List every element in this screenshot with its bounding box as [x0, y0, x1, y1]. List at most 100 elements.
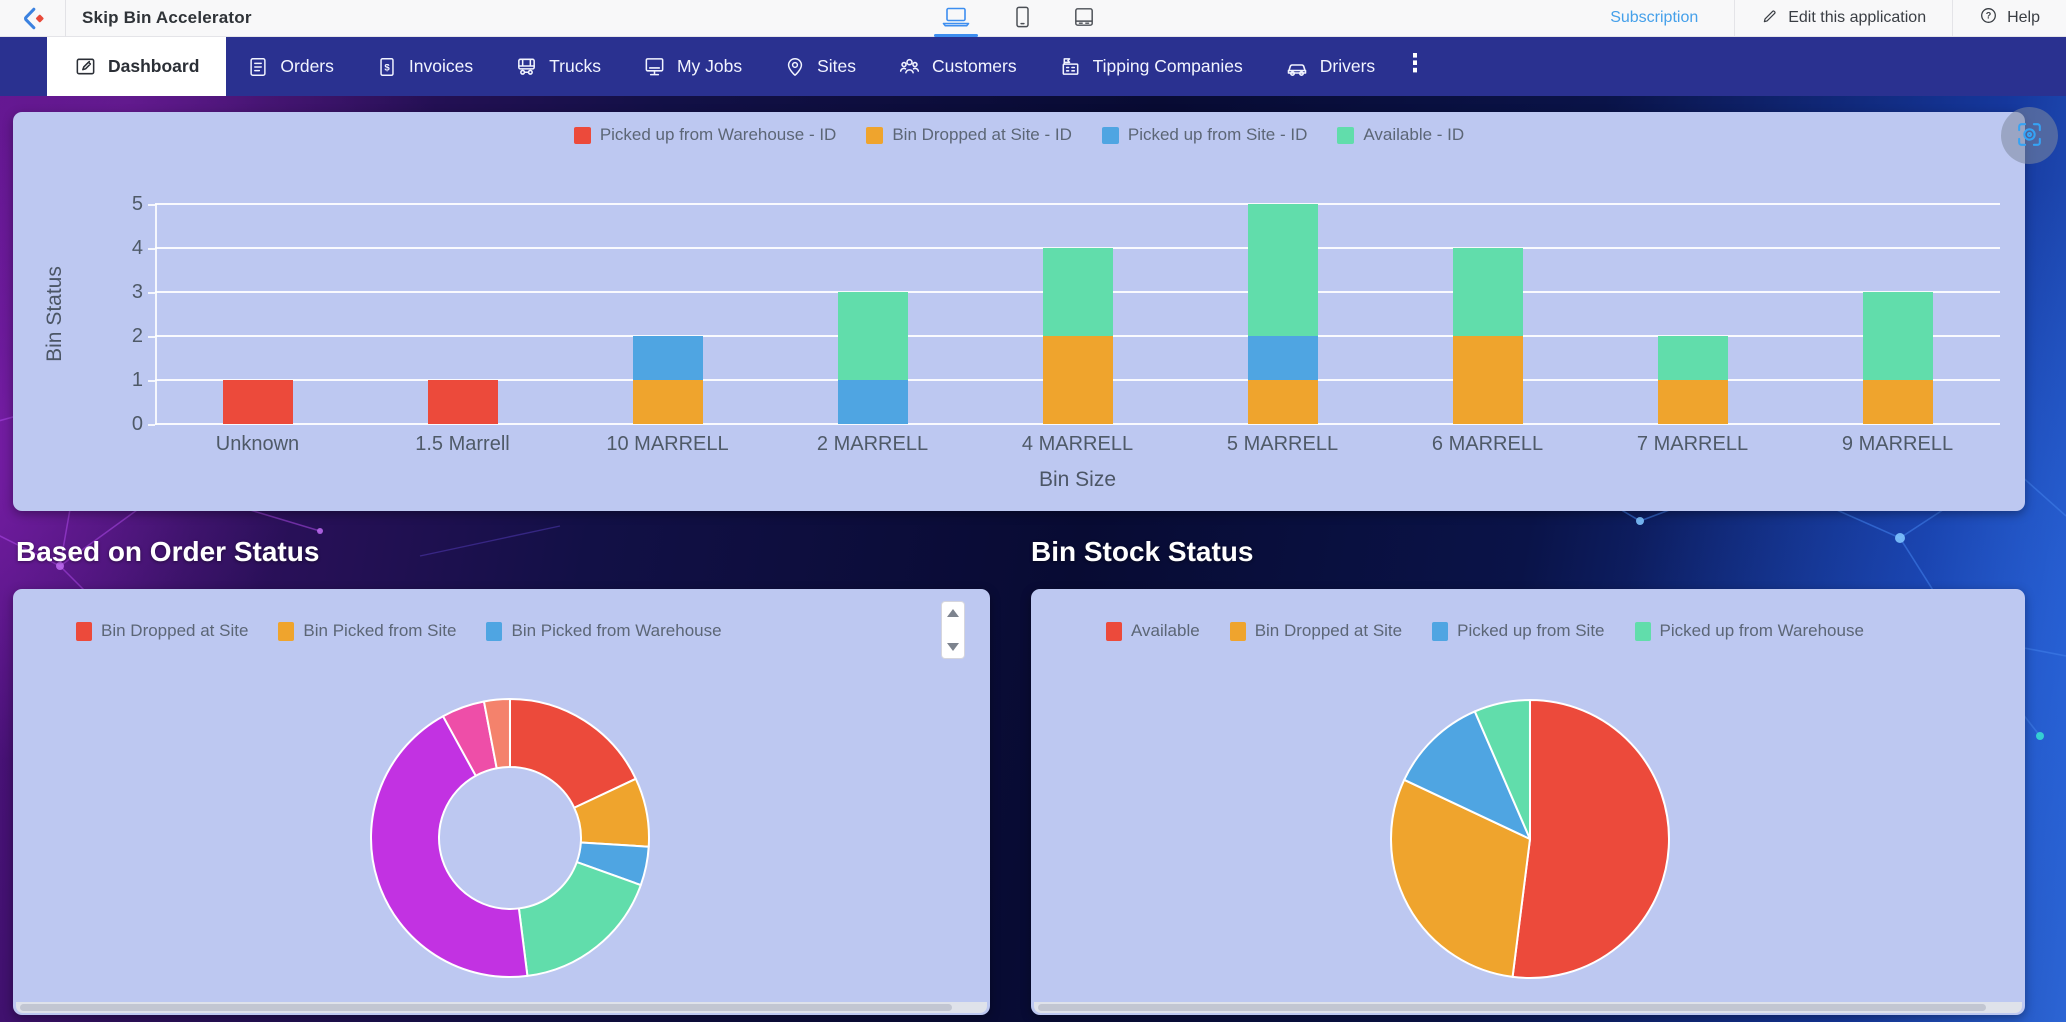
horizontal-scrollbar[interactable]	[1034, 1002, 2022, 1013]
bar-chart-legend: Picked up from Warehouse - ID Bin Dropped…	[13, 125, 2025, 145]
legend-item-bin-dropped-at-site[interactable]: Bin Dropped at Site	[76, 621, 248, 641]
bar-segment-available-id[interactable]	[1657, 336, 1728, 380]
tipping-icon	[1059, 55, 1082, 78]
nav-item-sites[interactable]: Sites	[763, 37, 877, 96]
legend-item-picked-up-from-warehouse[interactable]: Picked up from Warehouse	[1634, 621, 1864, 641]
slice-unlabeled[interactable]	[517, 861, 642, 977]
gridline	[155, 423, 2000, 425]
bar-2-marrell[interactable]	[837, 292, 908, 424]
horizontal-scrollbar[interactable]	[16, 1002, 987, 1013]
edit-application-label: Edit this application	[1788, 9, 1927, 26]
bar-segment-bin-dropped-at-site-id[interactable]	[632, 380, 703, 424]
slice-bin-dropped-at-site[interactable]	[1390, 778, 1531, 978]
bar-segment-bin-dropped-at-site-id[interactable]	[1247, 380, 1318, 424]
legend-label: Picked up from Warehouse - ID	[599, 125, 837, 144]
nav-item-tipping-companies[interactable]: Tipping Companies	[1038, 37, 1264, 96]
more-icon	[1412, 52, 1418, 81]
capture-button[interactable]	[2001, 107, 2058, 164]
legend-item-bin-picked-from-warehouse[interactable]: Bin Picked from Warehouse	[486, 621, 722, 641]
bar-segment-picked-up-from-warehouse-id[interactable]	[427, 380, 498, 424]
bar-segment-picked-up-from-site-id[interactable]	[837, 380, 908, 424]
legend-swatch	[1634, 621, 1651, 641]
axis-tick	[148, 380, 155, 382]
nav-item-label: Customers	[932, 56, 1017, 76]
scroll-up-icon[interactable]	[947, 609, 959, 617]
nav-item-invoices[interactable]: $ Invoices	[355, 37, 494, 96]
bar-7-marrell[interactable]	[1657, 336, 1728, 424]
legend-item-picked-up-from-site[interactable]: Picked up from Site	[1432, 621, 1605, 641]
dashboard-icon	[74, 55, 97, 78]
bar-segment-available-id[interactable]	[1452, 248, 1523, 336]
legend-scrollbar[interactable]	[941, 601, 965, 659]
slice-bin-dropped-at-site[interactable]	[509, 698, 637, 809]
help-button[interactable]: ? Help	[1952, 0, 2066, 37]
scrollbar-thumb[interactable]	[20, 1004, 953, 1011]
bar-segment-available-id[interactable]	[1862, 292, 1933, 380]
bar-segment-picked-up-from-warehouse-id[interactable]	[222, 380, 293, 424]
topbar-actions: Subscription Edit this application ? Hel…	[1574, 0, 2066, 37]
legend-swatch	[573, 126, 591, 144]
nav-item-orders[interactable]: Orders	[226, 37, 354, 96]
legend-label: Picked up from Site - ID	[1127, 125, 1308, 144]
device-laptop-button[interactable]	[934, 0, 978, 37]
bar-segment-available-id[interactable]	[1247, 204, 1318, 336]
bar-4-marrell[interactable]	[1042, 248, 1113, 424]
edit-application-button[interactable]: Edit this application	[1734, 0, 1952, 37]
subscription-link[interactable]: Subscription	[1574, 9, 1734, 27]
capture-icon	[2014, 119, 2045, 153]
bar-segment-bin-dropped-at-site-id[interactable]	[1452, 336, 1523, 424]
creator-logo-icon[interactable]	[22, 5, 49, 32]
y-tick-label: 4	[131, 237, 143, 259]
bar-segment-available-id[interactable]	[1042, 248, 1113, 336]
tablet-icon	[1074, 7, 1094, 30]
bar-10-marrell[interactable]	[632, 336, 703, 424]
bar-9-marrell[interactable]	[1862, 292, 1933, 424]
svg-text:$: $	[384, 62, 390, 73]
nav-item-label: Tipping Companies	[1092, 56, 1243, 76]
divider	[65, 0, 66, 37]
scroll-down-icon[interactable]	[947, 643, 959, 651]
nav-item-label: My Jobs	[676, 56, 743, 76]
legend-item-available[interactable]: Available	[1106, 621, 1200, 641]
bar-segment-picked-up-from-site-id[interactable]	[1247, 336, 1318, 380]
slice-unlabeled[interactable]	[482, 698, 511, 770]
nav-item-label: Trucks	[549, 56, 601, 76]
bar-5-marrell[interactable]	[1247, 204, 1318, 424]
nav-more-button[interactable]	[1396, 37, 1434, 96]
slice-unlabeled[interactable]	[370, 715, 529, 978]
x-category-label: 1.5 Marrell	[415, 433, 510, 455]
bar-segment-bin-dropped-at-site-id[interactable]	[1657, 380, 1728, 424]
legend-item-picked-up-from-site-id[interactable]: Picked up from Site - ID	[1101, 125, 1308, 145]
legend-item-picked-up-from-warehouse-id[interactable]: Picked up from Warehouse - ID	[573, 125, 837, 145]
device-tablet-button[interactable]	[1071, 0, 1097, 37]
device-phone-button[interactable]	[1012, 0, 1033, 37]
nav-item-customers[interactable]: Customers	[877, 37, 1038, 96]
laptop-icon	[941, 6, 971, 31]
x-category-label: Unknown	[215, 433, 300, 455]
bar-6-marrell[interactable]	[1452, 248, 1523, 424]
bar-segment-bin-dropped-at-site-id[interactable]	[1862, 380, 1933, 424]
y-axis-title: Bin Status	[43, 266, 66, 362]
orders-icon	[247, 56, 269, 78]
slice-available[interactable]	[1511, 699, 1670, 979]
nav-item-drivers[interactable]: Drivers	[1264, 37, 1396, 96]
device-switcher	[934, 0, 1097, 37]
legend-item-bin-picked-from-site[interactable]: Bin Picked from Site	[278, 621, 456, 641]
bar-segment-available-id[interactable]	[837, 292, 908, 380]
slice-picked-up-from-site[interactable]	[1403, 710, 1531, 840]
slice-picked-up-from-warehouse[interactable]	[1473, 699, 1531, 840]
stock-status-section-title: Bin Stock Status	[1031, 536, 1254, 567]
bar-segment-picked-up-from-site-id[interactable]	[632, 336, 703, 380]
nav-item-dashboard[interactable]: Dashboard	[47, 37, 227, 96]
nav-item-trucks[interactable]: Trucks	[494, 37, 622, 96]
legend-item-bin-dropped-at-site[interactable]: Bin Dropped at Site	[1229, 621, 1402, 641]
legend-label: Bin Dropped at Site - ID	[892, 125, 1072, 144]
bar-segment-bin-dropped-at-site-id[interactable]	[1042, 336, 1113, 424]
scrollbar-thumb[interactable]	[1038, 1004, 1987, 1011]
bar-1-5-marrell[interactable]	[427, 380, 498, 424]
legend-item-bin-dropped-at-site-id[interactable]: Bin Dropped at Site - ID	[866, 125, 1072, 145]
bar-unknown[interactable]	[222, 380, 293, 424]
nav-item-my-jobs[interactable]: My Jobs	[622, 37, 763, 96]
legend-item-available-id[interactable]: Available - ID	[1337, 125, 1464, 145]
